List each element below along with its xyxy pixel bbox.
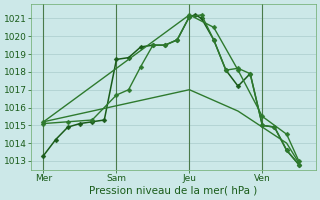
X-axis label: Pression niveau de la mer( hPa ): Pression niveau de la mer( hPa ) <box>90 186 258 196</box>
